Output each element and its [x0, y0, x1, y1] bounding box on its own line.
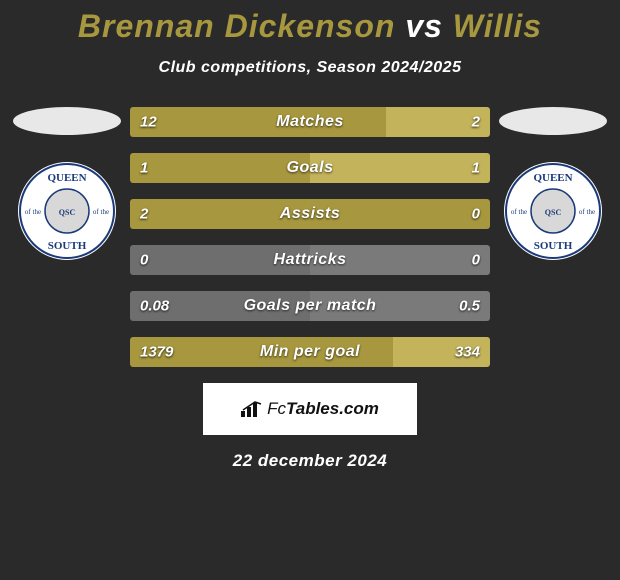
svg-text:SOUTH: SOUTH	[48, 240, 87, 252]
player2-crest: QUEEN SOUTH of the of the QSC	[503, 161, 603, 261]
stat-left-value: 0	[140, 252, 148, 269]
stat-right-value: 1	[472, 160, 480, 177]
player2-name: Willis	[453, 8, 542, 44]
bar-segment	[130, 107, 386, 137]
player1-avatar	[13, 107, 121, 135]
stat-bars: 12 2 Matches 1 1 Goals 2 0 Assists 0 0 Hattricks 0.0…	[130, 107, 490, 367]
bar-segment	[310, 153, 490, 183]
stat-left-value: 1379	[140, 344, 173, 361]
stat-left-value: 2	[140, 206, 148, 223]
svg-text:QUEEN: QUEEN	[47, 172, 86, 184]
player1-side: QUEEN SOUTH of the of the QSC	[4, 107, 130, 261]
svg-text:of the: of the	[511, 208, 527, 216]
svg-text:SOUTH: SOUTH	[534, 240, 573, 252]
svg-text:QUEEN: QUEEN	[533, 172, 572, 184]
brand-box: FcTables.com	[203, 383, 417, 435]
stat-label: Assists	[280, 205, 340, 223]
stat-row: 1 1 Goals	[130, 153, 490, 183]
stat-row: 1379 334 Min per goal	[130, 337, 490, 367]
svg-text:QSC: QSC	[59, 208, 76, 217]
player2-side: QUEEN SOUTH of the of the QSC	[490, 107, 616, 261]
comparison-row: QUEEN SOUTH of the of the QSC 122Matches…	[0, 107, 620, 367]
svg-text:of the: of the	[579, 208, 595, 216]
stat-row: 12 2 Matches	[130, 107, 490, 137]
stat-label: Min per goal	[260, 343, 360, 361]
player1-crest: QUEEN SOUTH of the of the QSC	[17, 161, 117, 261]
date: 22 december 2024	[0, 451, 620, 471]
svg-text:QSC: QSC	[545, 208, 562, 217]
stat-row: 0 0 Hattricks	[130, 245, 490, 275]
svg-text:of the: of the	[25, 208, 41, 216]
subtitle: Club competitions, Season 2024/2025	[0, 59, 620, 77]
stat-label: Goals per match	[244, 297, 377, 315]
stat-row: 0.08 0.5 Goals per match	[130, 291, 490, 321]
bar-segment	[130, 153, 310, 183]
stat-right-value: 0.5	[459, 298, 480, 315]
stat-label: Matches	[276, 113, 344, 131]
brand-prefix: Fc	[267, 399, 286, 418]
stat-right-value: 0	[472, 206, 480, 223]
stat-right-value: 0	[472, 252, 480, 269]
player2-avatar	[499, 107, 607, 135]
stat-label: Hattricks	[274, 251, 347, 269]
brand-text: FcTables.com	[267, 399, 379, 419]
vs-text: vs	[395, 8, 452, 44]
stat-row: 2 0 Assists	[130, 199, 490, 229]
brand-suffix: Tables.com	[286, 399, 379, 418]
player1-name: Brennan Dickenson	[78, 8, 396, 44]
stat-left-value: 12	[140, 114, 157, 131]
svg-text:of the: of the	[93, 208, 109, 216]
brand-icon	[241, 401, 263, 417]
stat-right-value: 334	[455, 344, 480, 361]
page-title: Brennan Dickenson vs Willis	[0, 0, 620, 45]
stat-left-value: 1	[140, 160, 148, 177]
stat-left-value: 0.08	[140, 298, 169, 315]
stat-label: Goals	[287, 159, 334, 177]
stat-right-value: 2	[472, 114, 480, 131]
